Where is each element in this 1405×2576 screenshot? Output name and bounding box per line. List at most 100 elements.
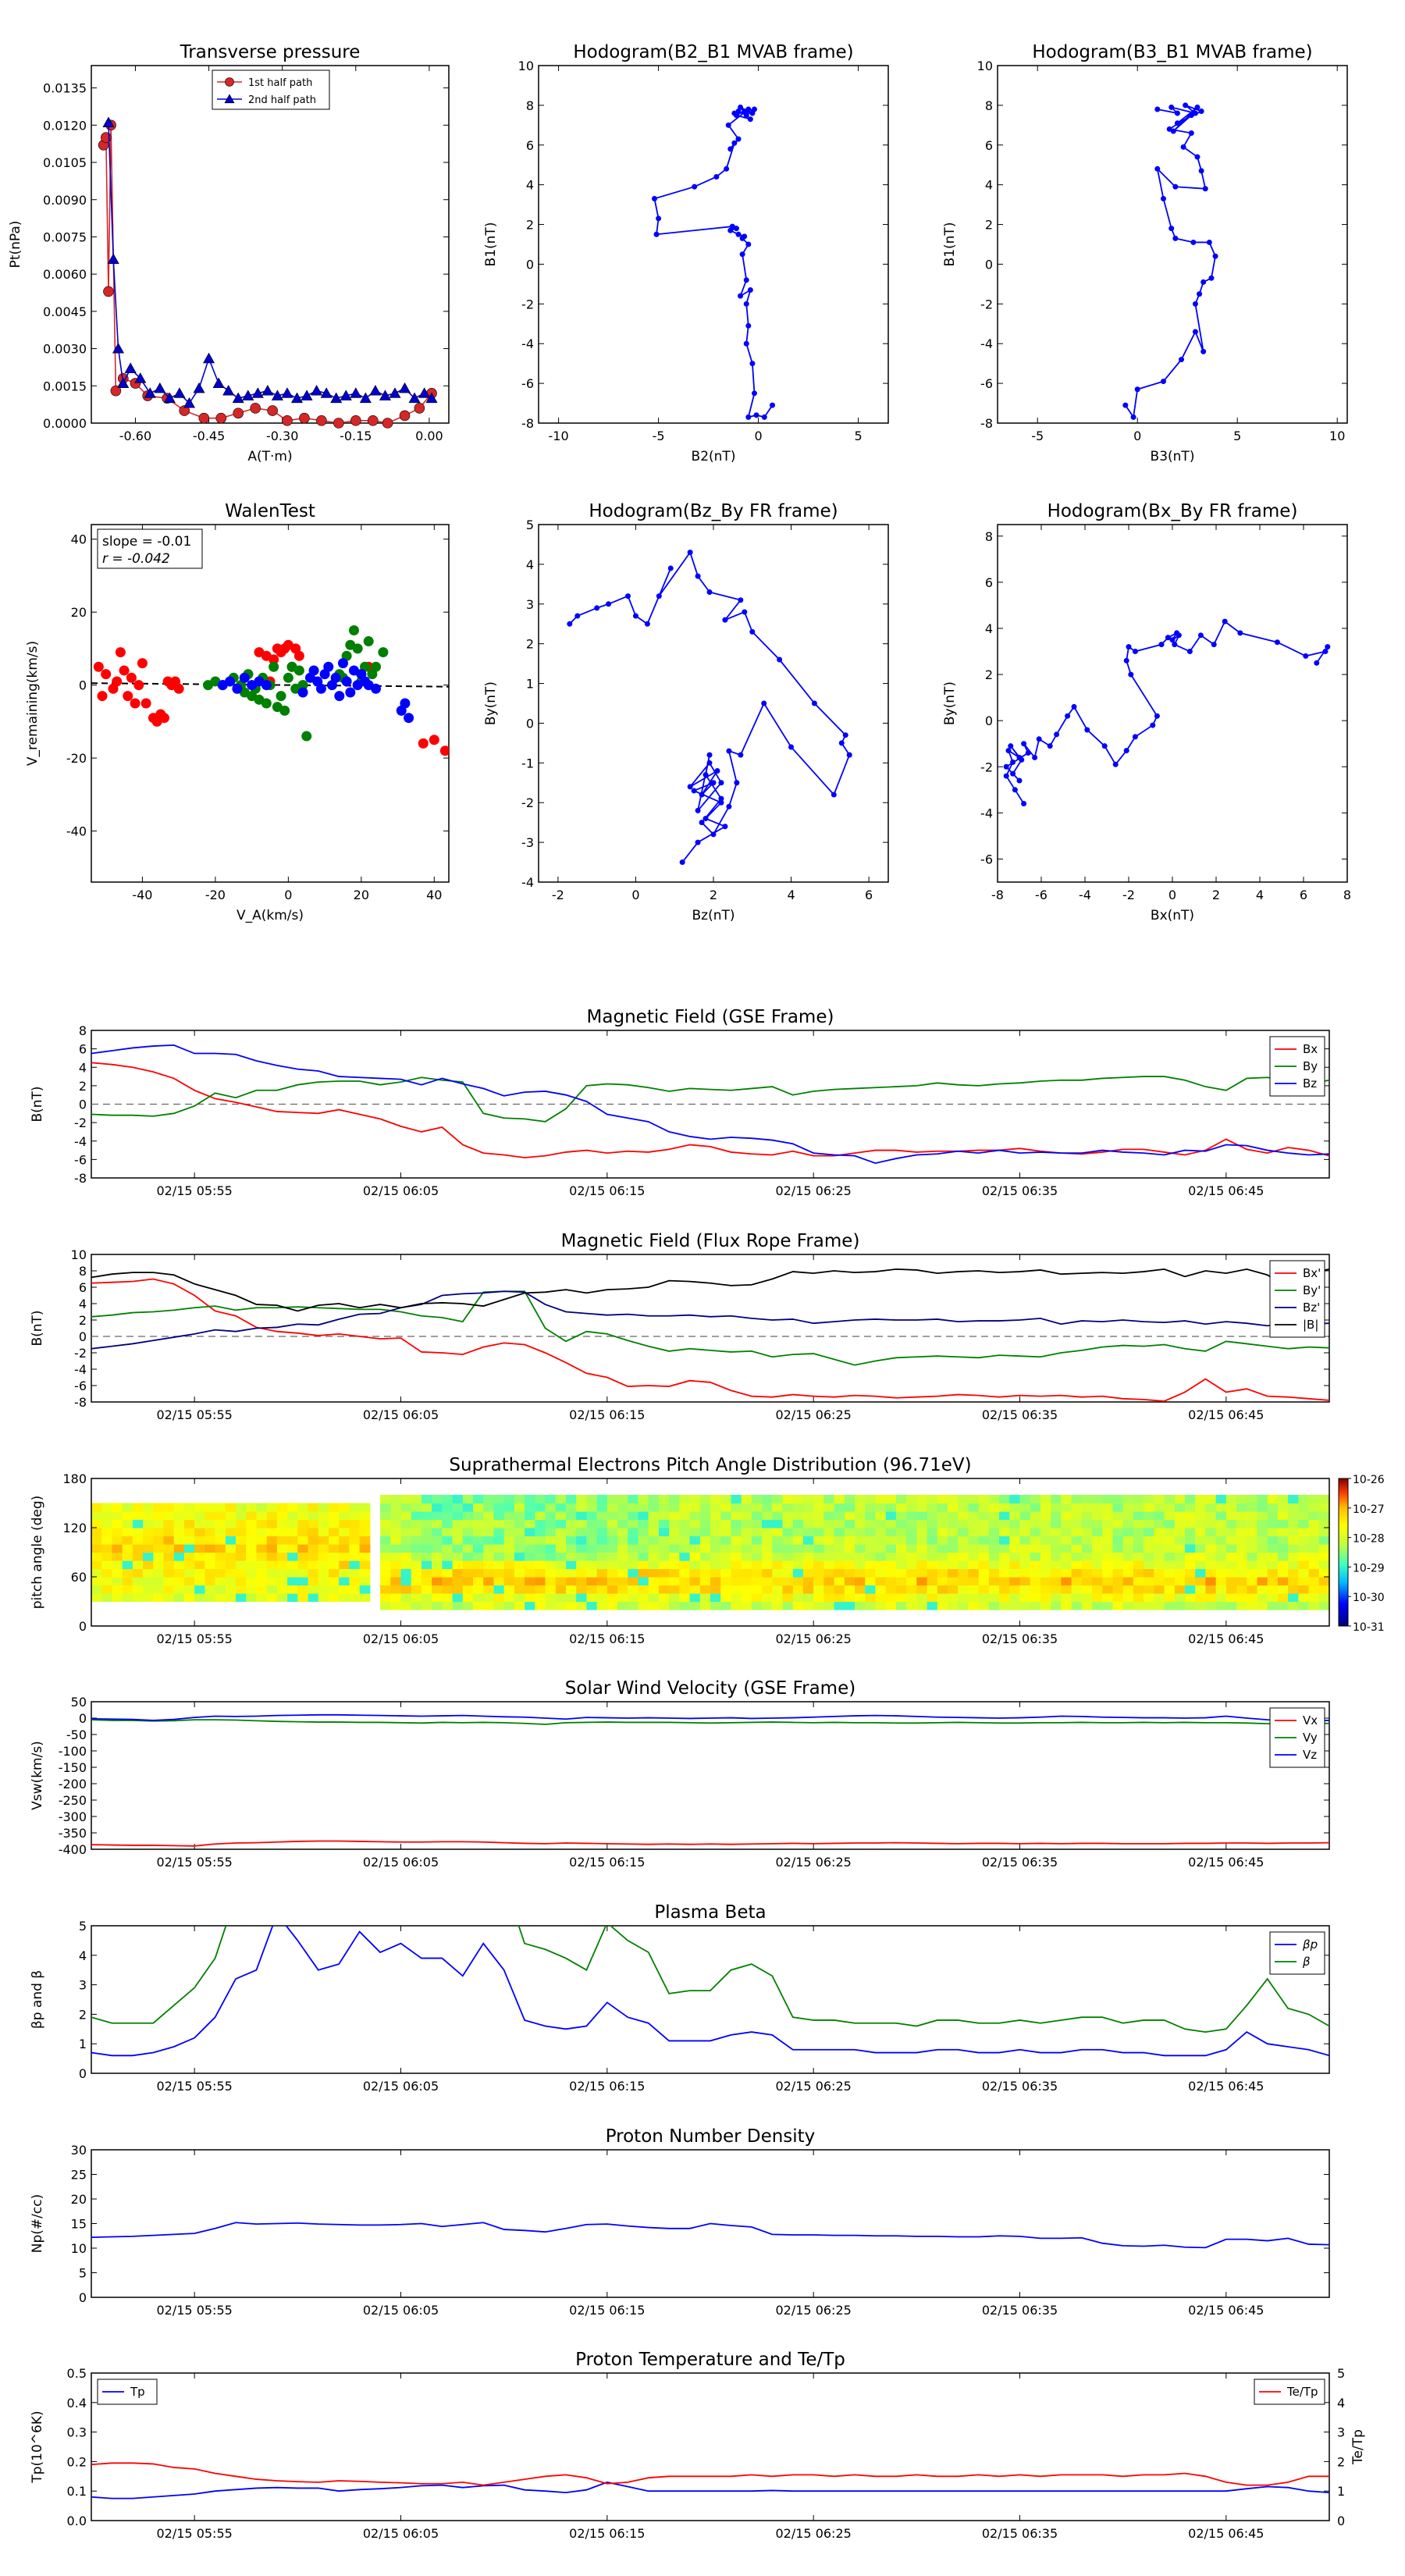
heatmap-cell <box>308 1585 319 1594</box>
heatmap-cell <box>1133 1519 1144 1528</box>
x-tick-label: -10 <box>549 429 569 443</box>
heatmap-cell <box>276 1568 288 1578</box>
heatmap-cell <box>246 1535 258 1545</box>
y-tick-label: 0.0090 <box>43 193 87 208</box>
heatmap-cell <box>1061 1535 1072 1545</box>
y-tick-label: 0.3 <box>67 2425 87 2440</box>
heatmap-cell <box>555 1544 567 1553</box>
heatmap-cell <box>1205 1552 1217 1561</box>
heatmap-cell <box>163 1519 175 1528</box>
data-point <box>1130 414 1136 420</box>
x-tick-label: 0 <box>631 888 639 902</box>
heatmap-cell <box>1277 1503 1289 1512</box>
data-point <box>1165 635 1171 641</box>
x-axis-label: V_A(km/s) <box>237 908 304 923</box>
y-tick-label: 0 <box>79 1711 87 1726</box>
heatmap-cell <box>741 1593 752 1603</box>
heatmap-cell <box>1040 1601 1051 1610</box>
heatmap-cell <box>741 1535 752 1545</box>
heatmap-cell <box>349 1535 361 1545</box>
heatmap-cell <box>442 1495 454 1504</box>
legend-label: β <box>1302 1955 1311 1969</box>
heatmap-cell <box>823 1528 835 1537</box>
heatmap-cell <box>143 1544 154 1553</box>
heatmap-cell <box>875 1519 887 1528</box>
heatmap-cell <box>153 1535 165 1545</box>
heatmap-cell <box>679 1577 691 1586</box>
heatmap-cell <box>535 1601 546 1610</box>
heatmap-cell <box>1081 1577 1093 1586</box>
heatmap-cell <box>1133 1568 1144 1578</box>
heatmap-cell <box>648 1552 660 1561</box>
y-tick-label: 8 <box>79 1264 87 1279</box>
heatmap-cell <box>225 1535 237 1545</box>
heatmap-cell <box>628 1593 639 1603</box>
heatmap-cell <box>1184 1552 1196 1561</box>
data-point <box>679 859 685 866</box>
data-point <box>751 106 757 112</box>
x-tick-label: 02/15 06:35 <box>982 2079 1058 2094</box>
heatmap-cell <box>1215 1560 1227 1570</box>
heatmap-cell <box>132 1511 144 1521</box>
y-tick-label: 0 <box>526 716 534 731</box>
data-point <box>299 412 310 424</box>
heatmap-cell <box>1009 1535 1021 1545</box>
right-tick-label: 3 <box>1337 2425 1345 2440</box>
heatmap-cell <box>1205 1535 1217 1545</box>
heatmap-cell <box>576 1528 587 1537</box>
heatmap-cell <box>205 1560 216 1570</box>
plot-frame <box>91 1925 1330 2074</box>
heatmap-cell <box>473 1601 484 1610</box>
heatmap-cell <box>1154 1511 1165 1521</box>
data-point <box>1169 637 1176 643</box>
heatmap-cell <box>596 1519 608 1528</box>
x-tick-label: 20 <box>354 888 369 902</box>
heatmap-cell <box>400 1568 412 1578</box>
heatmap-cell <box>720 1511 732 1521</box>
data-point <box>574 613 581 619</box>
heatmap-cell <box>432 1568 443 1578</box>
heatmap-cell <box>596 1601 608 1610</box>
heatmap-cell <box>132 1528 144 1537</box>
heatmap-cell <box>710 1593 721 1603</box>
heatmap-cell <box>297 1552 309 1561</box>
heatmap-cell <box>927 1519 938 1528</box>
heatmap-cell <box>1051 1585 1062 1594</box>
data-point <box>271 390 283 400</box>
heatmap-cell <box>1215 1601 1227 1610</box>
heatmap-cell <box>1308 1585 1320 1594</box>
heatmap-cell <box>947 1528 959 1537</box>
heatmap-cell <box>844 1568 855 1578</box>
y-tick-label: -8 <box>521 416 534 431</box>
heatmap-cell <box>947 1511 959 1521</box>
heatmap-cell <box>586 1519 598 1528</box>
heatmap-cell <box>669 1495 680 1504</box>
heatmap-cell <box>999 1528 1010 1537</box>
heatmap-cell <box>122 1593 133 1603</box>
heatmap-cell <box>586 1585 598 1594</box>
heatmap-cell <box>276 1535 288 1545</box>
heatmap-cell <box>710 1577 721 1586</box>
heatmap-cell <box>710 1535 721 1545</box>
heatmap-cell <box>1277 1544 1289 1553</box>
heatmap-cell <box>225 1528 237 1537</box>
heatmap-cell <box>968 1495 980 1504</box>
heatmap-cell <box>276 1519 288 1528</box>
heatmap-cell <box>596 1552 608 1561</box>
heatmap-cell <box>205 1535 216 1545</box>
heatmap-cell <box>751 1511 763 1521</box>
heatmap-cell <box>844 1511 855 1521</box>
x-tick-label: -5 <box>1031 429 1044 443</box>
y-tick-label: -350 <box>59 1826 87 1841</box>
data-point <box>110 385 122 397</box>
heatmap-cell <box>1174 1560 1186 1570</box>
heatmap-cell <box>648 1495 660 1504</box>
heatmap-cell <box>1205 1511 1217 1521</box>
heatmap-cell <box>1164 1552 1176 1561</box>
heatmap-cell <box>1154 1593 1165 1603</box>
heatmap-cell <box>978 1495 990 1504</box>
data-point <box>1168 104 1175 110</box>
y-tick-label: 2 <box>79 2007 87 2022</box>
heatmap-cell <box>875 1544 887 1553</box>
data-point <box>695 573 701 579</box>
